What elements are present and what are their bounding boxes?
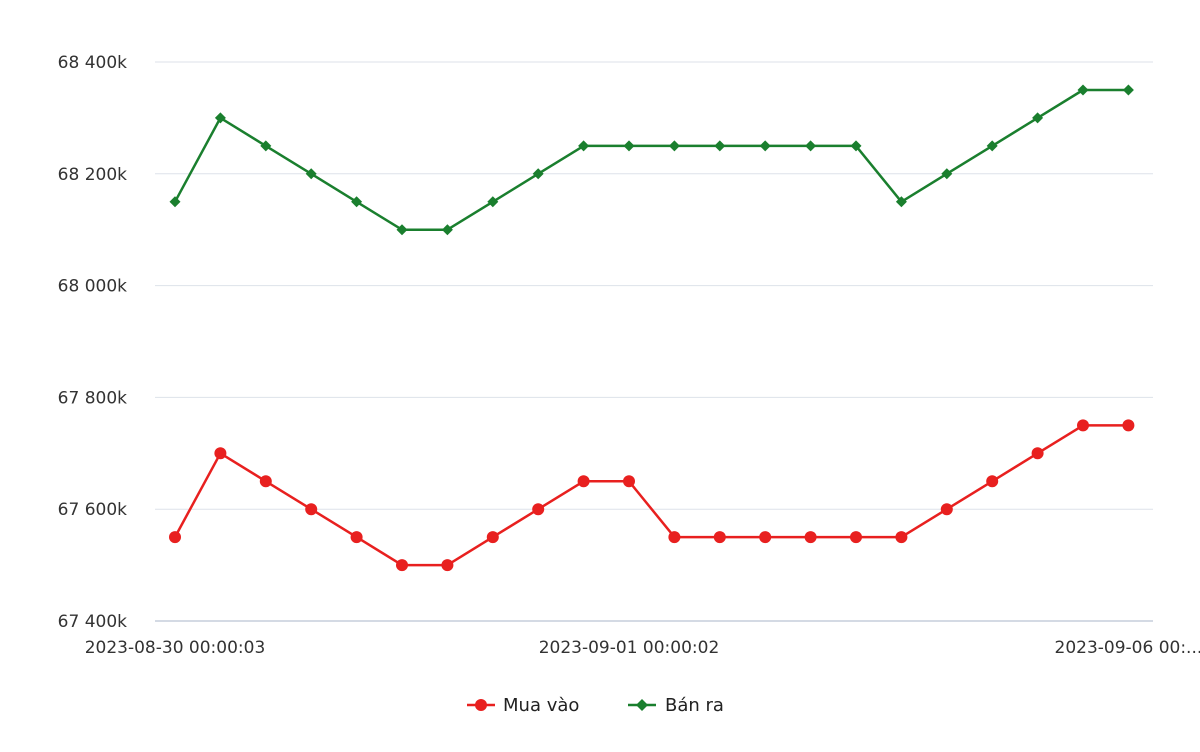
y-axis-ticks: 67 400k 67 600k 67 800k 68 000k 68 200k 68 40… — [58, 53, 127, 632]
data-point[interactable] — [1032, 112, 1044, 124]
x-tick-label: 2023-09-06 00:... — [1055, 638, 1200, 658]
data-point[interactable] — [850, 531, 862, 544]
data-point[interactable] — [850, 140, 862, 152]
data-point[interactable] — [668, 140, 680, 152]
series-line — [173, 424, 1129, 567]
legend-item[interactable]: Mua vào — [467, 695, 579, 716]
data-point[interactable] — [487, 196, 499, 208]
data-point[interactable] — [441, 224, 453, 236]
data-point[interactable] — [986, 475, 999, 488]
y-tick-label: 68 200k — [58, 165, 127, 185]
y-tick-label: 68 400k — [58, 53, 127, 73]
data-point[interactable] — [350, 531, 363, 544]
data-point[interactable] — [804, 531, 817, 544]
data-point[interactable] — [577, 475, 590, 488]
data-point[interactable] — [169, 196, 181, 208]
series-line — [173, 88, 1129, 231]
gridlines — [155, 61, 1153, 622]
data-point[interactable] — [1077, 419, 1089, 432]
data-point[interactable] — [805, 140, 817, 152]
legend-label: Mua vào — [503, 695, 579, 716]
data-point[interactable] — [714, 140, 726, 152]
legend-item[interactable]: Bán ra — [628, 695, 724, 716]
data-point[interactable] — [895, 531, 908, 544]
legend[interactable]: Mua vào Bán ra — [467, 695, 724, 716]
legend-label: Bán ra — [665, 695, 724, 716]
legend-marker — [636, 699, 648, 711]
data-point[interactable] — [259, 475, 272, 488]
data-point[interactable] — [396, 224, 408, 236]
y-tick-label: 68 000k — [58, 277, 127, 297]
series-ban-ra — [169, 84, 1134, 236]
data-point[interactable] — [532, 503, 545, 516]
data-point[interactable] — [986, 140, 998, 152]
data-point[interactable] — [759, 531, 772, 544]
y-tick-label: 67 400k — [58, 612, 127, 632]
x-tick-label: 2023-09-01 00:00:02 — [539, 638, 720, 658]
data-point[interactable] — [169, 531, 181, 544]
y-tick-label: 67 600k — [58, 500, 127, 520]
y-tick-label: 67 800k — [58, 388, 127, 408]
data-point[interactable] — [305, 503, 318, 516]
x-axis-ticks: 2023-08-30 00:00:03 2023-09-01 00:00:02 20… — [85, 638, 1200, 658]
data-point[interactable] — [396, 559, 408, 572]
data-point[interactable] — [351, 196, 363, 208]
data-point[interactable] — [1122, 84, 1134, 96]
data-point[interactable] — [895, 196, 907, 208]
data-point[interactable] — [940, 503, 953, 516]
data-point[interactable] — [623, 475, 635, 488]
data-point[interactable] — [578, 140, 590, 152]
data-point[interactable] — [532, 168, 544, 180]
data-point[interactable] — [214, 112, 226, 124]
series-mua-vao — [169, 419, 1135, 572]
data-point[interactable] — [623, 140, 635, 152]
data-point[interactable] — [441, 559, 454, 572]
data-point[interactable] — [214, 447, 227, 460]
data-point[interactable] — [1077, 84, 1089, 96]
data-point[interactable] — [486, 531, 499, 544]
data-point[interactable] — [759, 140, 771, 152]
series-lines — [169, 84, 1135, 572]
x-tick-label: 2023-08-30 00:00:03 — [85, 638, 266, 658]
data-point[interactable] — [713, 531, 726, 544]
data-point[interactable] — [305, 168, 317, 180]
data-point[interactable] — [941, 168, 953, 180]
data-point[interactable] — [668, 531, 681, 544]
legend-marker — [475, 699, 487, 711]
data-point[interactable] — [1122, 419, 1135, 432]
data-point[interactable] — [1031, 447, 1044, 460]
data-point[interactable] — [260, 140, 272, 152]
